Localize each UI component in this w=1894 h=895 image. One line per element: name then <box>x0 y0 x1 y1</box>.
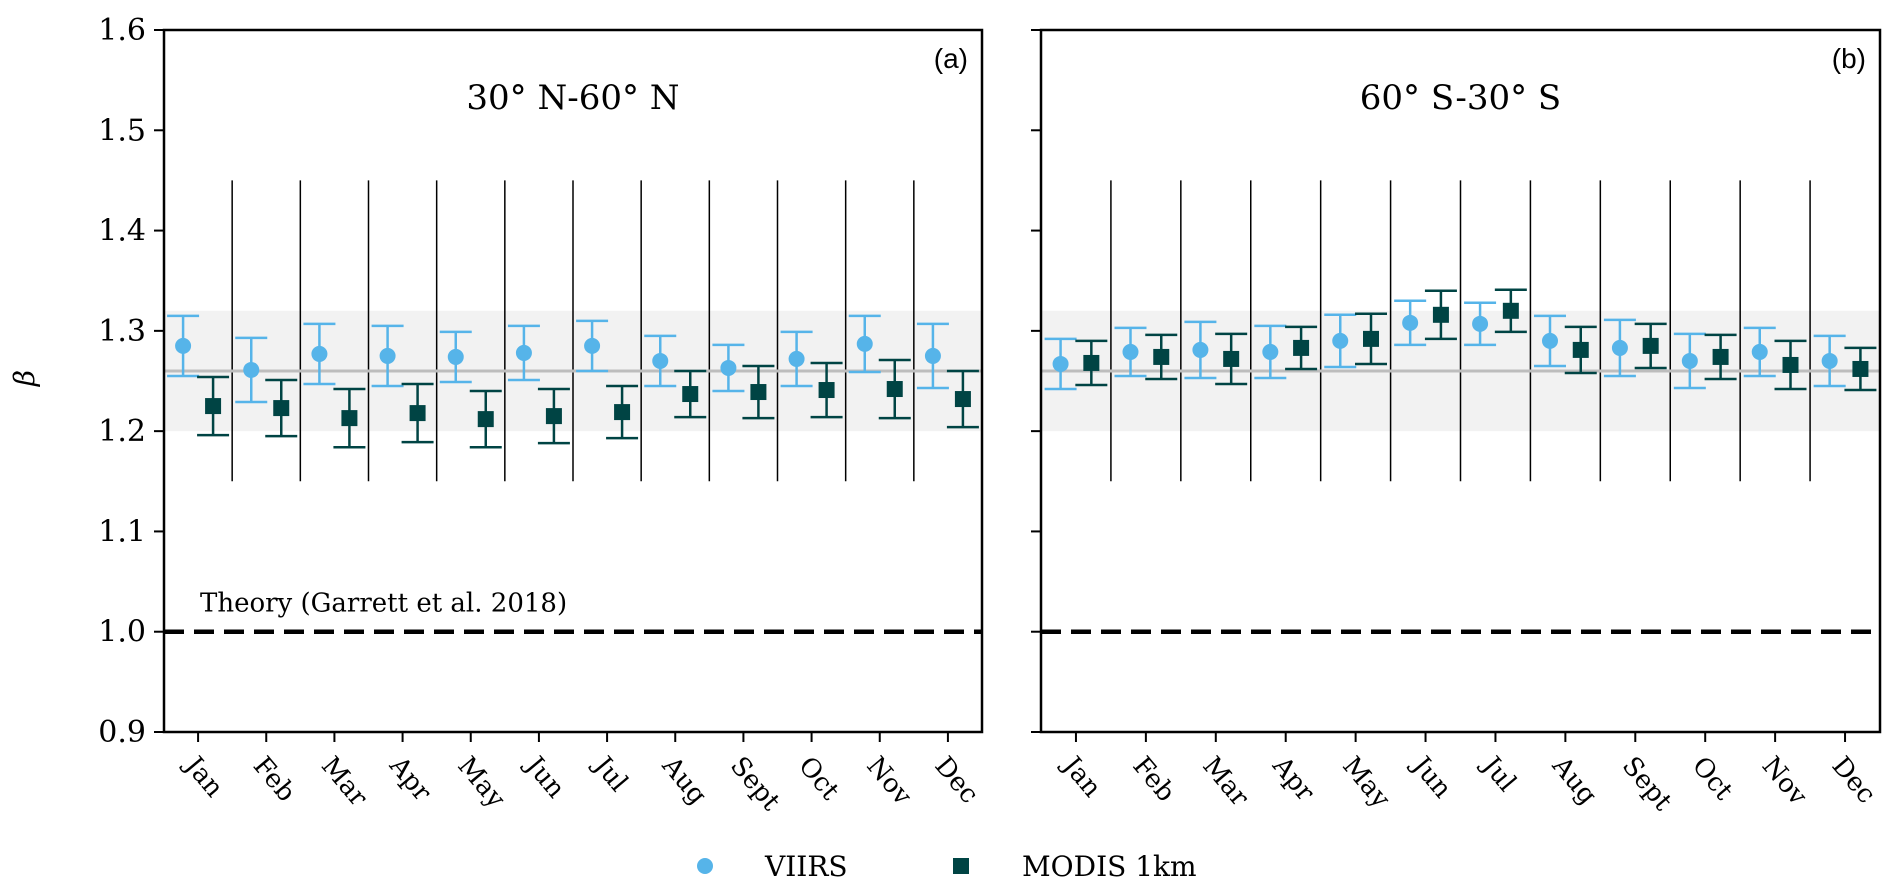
x-tick-label-sept: Sept <box>1616 751 1678 817</box>
modis-1km-point <box>682 386 699 403</box>
viirs-point <box>1122 343 1139 360</box>
modis-1km-point <box>614 404 631 421</box>
y-axis-label: β <box>8 370 41 387</box>
modis-1km-point <box>1153 348 1170 365</box>
viirs-point <box>652 352 669 369</box>
viirs-point <box>1821 352 1838 369</box>
region-title: 60° S-30° S <box>1360 78 1561 118</box>
x-tick-label-aug: Aug <box>1545 750 1602 810</box>
modis-1km-point <box>1223 350 1240 367</box>
modis-1km-point <box>1502 302 1519 319</box>
y-tick-label: 1.6 <box>98 13 146 48</box>
viirs-point <box>1751 343 1768 360</box>
viirs-point <box>1052 355 1069 372</box>
viirs-point <box>515 344 532 361</box>
modis-1km-point <box>1432 306 1449 323</box>
modis-1km-point <box>1852 360 1869 377</box>
y-tick-label: 0.9 <box>98 715 146 750</box>
x-tick-label-sept: Sept <box>724 751 786 817</box>
region-title: 30° N-60° N <box>466 78 679 118</box>
x-tick-label-jan: Jan <box>1055 749 1108 803</box>
x-tick-label-jun: Jun <box>1404 749 1457 804</box>
modis-1km-point <box>1363 330 1380 347</box>
viirs-point <box>1681 352 1698 369</box>
modis-1km-point <box>750 384 767 401</box>
modis-1km-point <box>477 411 494 428</box>
x-tick-label-jun: Jun <box>518 749 571 804</box>
legend-modis-label: MODIS 1km <box>1022 850 1197 883</box>
axes-frame <box>162 28 984 734</box>
modis-1km-point <box>1572 341 1589 358</box>
modis-1km-point <box>954 391 971 408</box>
x-tick-label-feb: Feb <box>1127 751 1181 808</box>
x-tick-label-mar: Mar <box>1196 751 1254 813</box>
x-tick-label-dec: Dec <box>1826 751 1882 809</box>
viirs-point <box>175 337 192 354</box>
y-tick-label: 1.4 <box>98 214 146 249</box>
viirs-point <box>1611 339 1628 356</box>
panel-tag: (b) <box>1832 43 1866 74</box>
viirs-point <box>1332 332 1349 349</box>
x-tick-label-nov: Nov <box>860 751 917 811</box>
modis-1km-point <box>1293 339 1310 356</box>
y-tick-label: 1.0 <box>98 615 146 650</box>
modis-1km-point <box>818 382 835 399</box>
x-tick-label-dec: Dec <box>929 751 985 809</box>
viirs-point <box>788 350 805 367</box>
x-tick-label-nov: Nov <box>1756 751 1813 811</box>
x-tick-label-jul: Jul <box>586 749 634 798</box>
modis-1km-point <box>1712 348 1729 365</box>
viirs-point <box>1402 314 1419 331</box>
viirs-point <box>584 337 601 354</box>
y-tick-label: 1.1 <box>98 514 146 549</box>
x-tick-label-mar: Mar <box>315 751 373 813</box>
x-tick-label-oct: Oct <box>792 751 845 806</box>
x-tick-label-feb: Feb <box>247 751 301 808</box>
theory-label: Theory (Garrett et al. 2018) <box>200 589 567 619</box>
y-tick-label: 1.5 <box>98 113 146 148</box>
modis-1km-point <box>273 400 290 417</box>
viirs-point <box>379 347 396 364</box>
axes-frame <box>1039 28 1882 734</box>
viirs-point <box>311 345 328 362</box>
x-tick-label-jan: Jan <box>177 749 230 803</box>
viirs-point <box>1472 315 1489 332</box>
legend: VIIRS MODIS 1km <box>697 850 1197 883</box>
x-tick-label-aug: Aug <box>655 750 712 810</box>
viirs-point <box>1262 343 1279 360</box>
x-tick-label-jul: Jul <box>1474 749 1522 798</box>
x-tick-label-may: May <box>1336 751 1396 814</box>
modis-1km-point <box>341 410 358 427</box>
modis-1km-point <box>205 398 222 415</box>
viirs-point <box>243 361 260 378</box>
viirs-point <box>720 359 737 376</box>
viirs-point <box>924 347 941 364</box>
viirs-point <box>447 348 464 365</box>
panel-b: Jan Feb Mar Apr May Jun Jul Aug Sept Oct Nov Dec 60°… <box>1031 28 1882 817</box>
viirs-point <box>1192 341 1209 358</box>
modis-1km-point <box>545 408 562 425</box>
modis-1km-point <box>1782 356 1799 373</box>
x-tick-label-oct: Oct <box>1686 751 1739 806</box>
y-tick-label: 1.2 <box>98 414 146 449</box>
panel-tag: (a) <box>934 43 968 74</box>
legend-viirs-label: VIIRS <box>764 850 848 883</box>
legend-modis-marker <box>953 858 969 874</box>
x-tick-label-apr: Apr <box>383 750 438 807</box>
modis-1km-point <box>1083 354 1100 371</box>
x-tick-label-apr: Apr <box>1266 750 1321 807</box>
viirs-point <box>1541 332 1558 349</box>
x-tick-label-may: May <box>451 751 511 814</box>
modis-1km-point <box>409 405 426 422</box>
legend-viirs-marker <box>697 858 713 874</box>
viirs-point <box>856 335 873 352</box>
modis-1km-point <box>886 381 903 398</box>
y-tick-label: 1.3 <box>98 314 146 349</box>
modis-1km-point <box>1642 337 1659 354</box>
